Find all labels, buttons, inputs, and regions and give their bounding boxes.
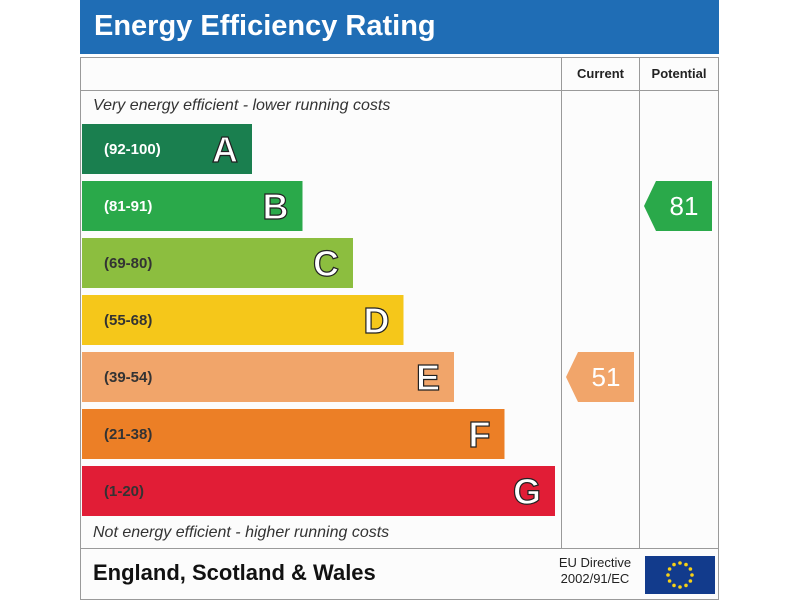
title-bar: Energy Efficiency Rating (80, 0, 719, 54)
eu-star (688, 579, 693, 583)
band-letter-g: G (513, 471, 541, 512)
band-range-b: (81-91) (104, 198, 152, 215)
eu-star (678, 561, 682, 565)
top-note: Very energy efficient - lower running co… (93, 97, 391, 114)
potential-column-divider (639, 58, 640, 548)
potential-column-header: Potential (651, 66, 707, 81)
band-letter-f: F (469, 414, 491, 455)
eu-star (667, 579, 672, 583)
footer-divider (81, 548, 718, 549)
band-bar-c (82, 238, 353, 288)
eu-star (678, 585, 682, 589)
current-rating-marker (566, 352, 634, 402)
band-letter-d: D (364, 300, 390, 341)
band-bar-d (82, 295, 404, 345)
current-rating-value: 51 (592, 362, 621, 392)
header-divider (81, 90, 718, 91)
eu-flag-icon (645, 556, 715, 594)
band-letter-c: C (313, 243, 339, 284)
eu-star (688, 567, 693, 571)
eu-directive-label: EU Directive 2002/91/EC (549, 555, 641, 587)
band-range-c: (69-80) (104, 255, 152, 272)
band-bar-g (82, 466, 555, 516)
band-range-a: (92-100) (104, 141, 161, 158)
chart-title: Energy Efficiency Rating (94, 10, 436, 42)
band-letter-b: B (263, 186, 289, 227)
band-range-d: (55-68) (104, 312, 152, 329)
band-bar-b (82, 181, 303, 231)
eu-star (684, 562, 688, 567)
eu-star (684, 583, 688, 588)
potential-rating-marker (644, 181, 712, 231)
current-column-divider (561, 58, 562, 548)
band-bar-a (82, 124, 252, 174)
eu-star (666, 573, 670, 577)
band-range-f: (21-38) (104, 426, 152, 443)
band-letter-e: E (416, 357, 440, 398)
region-label: England, Scotland & Wales (93, 560, 376, 585)
band-range-e: (39-54) (104, 369, 152, 386)
eu-star (672, 562, 676, 567)
eu-directive-line1: EU Directive (558, 555, 632, 570)
eu-star (672, 583, 676, 588)
eu-star (690, 573, 694, 577)
bottom-note: Not energy efficient - higher running co… (93, 524, 390, 541)
band-range-g: (1-20) (104, 483, 144, 500)
eu-directive-line2: 2002/91/EC (560, 571, 630, 586)
potential-rating-value: 81 (670, 191, 699, 221)
band-bar-e (82, 352, 454, 402)
eu-star (667, 567, 672, 571)
band-letter-a: A (212, 129, 238, 170)
current-column-header: Current (577, 66, 624, 81)
band-bar-f (82, 409, 505, 459)
